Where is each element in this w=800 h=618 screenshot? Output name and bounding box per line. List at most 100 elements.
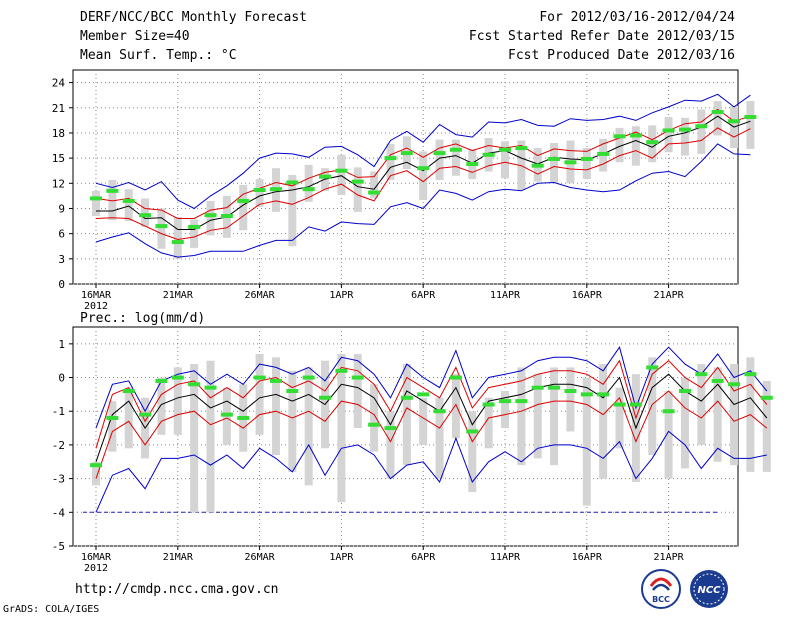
temp-median-marker: [384, 156, 397, 161]
prec-median-marker: [564, 389, 577, 394]
temp-median-marker: [499, 147, 511, 152]
prec-median-marker: [695, 372, 708, 377]
temp-ytick-label: 9: [58, 202, 65, 215]
temp-spread-box: [631, 126, 640, 166]
temp-spread-box: [713, 101, 722, 136]
member-size: Member Size=40: [80, 29, 190, 44]
temp-ytick-label: 3: [58, 253, 65, 266]
prec-median-marker: [515, 399, 528, 404]
temp-spread-box: [386, 143, 395, 180]
temp-median-marker: [171, 240, 184, 245]
prec-spread-box: [697, 364, 706, 445]
temp-spread-box: [353, 167, 362, 212]
prec-spread-box: [730, 364, 739, 466]
temp-spread-box: [206, 200, 215, 236]
prec-spread-box: [92, 461, 100, 486]
prec-spread-box: [124, 387, 133, 449]
temp-median-marker: [646, 140, 659, 145]
prec-spread-box: [533, 374, 542, 459]
temp-median-marker: [564, 160, 577, 165]
prec-median-marker: [302, 375, 315, 380]
temp-median-marker: [433, 151, 446, 156]
prec-xaxis-year: 2012: [84, 563, 108, 574]
prec-ytick-label: 0: [58, 372, 65, 385]
prec-median-marker: [499, 399, 511, 404]
prec-median-marker: [269, 378, 282, 383]
temp-spread-box: [419, 151, 428, 201]
prec-spread-box: [255, 353, 264, 435]
temp-xaxis-year: 2012: [84, 301, 108, 312]
temp-spread-box: [615, 127, 624, 163]
bcc-logo: BCC: [641, 569, 681, 609]
temp-spread-box: [746, 101, 755, 149]
temp-spread-box: [173, 216, 182, 259]
temp-median-marker: [351, 179, 364, 184]
temp-median-marker: [335, 168, 348, 173]
prec-lower-spread-line: [95, 390, 768, 479]
temp-median-marker: [515, 146, 528, 151]
temp-ytick-label: 15: [52, 152, 65, 165]
temp-median-marker: [90, 196, 102, 201]
temp-median-marker: [662, 128, 675, 133]
temp-frame: [72, 69, 739, 285]
temp-median-marker: [629, 133, 642, 138]
prec-spread-box: [550, 367, 559, 466]
prec-spread-box: [173, 367, 182, 435]
prec-median-marker: [744, 372, 757, 377]
temp-median-marker: [597, 151, 610, 156]
temp-lower-spread-line: [95, 127, 751, 241]
temp-spread-box: [255, 179, 264, 207]
prec-spread-box: [468, 411, 477, 493]
temp-ytick-label: 24: [52, 77, 66, 90]
prec-xtick-label: 16MAR: [81, 552, 112, 563]
prec-xtick-label: 21MAR: [163, 552, 194, 563]
temp-median-marker: [728, 119, 741, 124]
source-url[interactable]: http://cmdp.ncc.cma.gov.cn: [75, 582, 279, 597]
prec-median-marker: [613, 402, 626, 407]
temp-spread-box: [141, 198, 150, 227]
prec-median-marker: [711, 378, 724, 383]
temp-median-marker: [449, 147, 462, 152]
temp-spread-box: [108, 179, 117, 221]
temp-spread-box: [157, 208, 166, 249]
svg-text:NCC: NCC: [697, 585, 721, 596]
temp-ensemble-mean-line: [96, 115, 751, 230]
prec-median-marker: [220, 412, 233, 417]
produced-date: Fcst Produced Date 2012/03/16: [508, 48, 735, 63]
prec-median-marker: [171, 375, 184, 380]
temp-median-marker: [188, 224, 201, 229]
temp-median-marker: [417, 166, 430, 171]
prec-median-marker: [531, 385, 544, 390]
temp-ytick-label: 6: [58, 228, 65, 241]
temp-median-marker: [253, 188, 266, 193]
temp-xtick-label: 11APR: [490, 290, 521, 301]
prec-median-marker: [629, 402, 642, 407]
temp-median-marker: [220, 214, 233, 219]
temp-spread-box: [124, 189, 133, 222]
prec-xtick-label: 11APR: [490, 552, 521, 563]
temp-spread-box: [239, 184, 248, 231]
temp-spread-box: [697, 109, 706, 154]
temp-xtick-label: 6APR: [411, 290, 436, 301]
prec-spread-box: [108, 401, 117, 452]
temp-xtick-label: 16APR: [572, 290, 603, 301]
ncc-logo: NCC: [690, 570, 728, 608]
prec-median-marker: [433, 409, 446, 414]
temp-median-marker: [482, 152, 495, 157]
temp-median-marker: [155, 224, 168, 229]
prec-upper-spread-line: [95, 359, 768, 449]
prec-median-marker: [548, 385, 561, 390]
prec-spread-box: [762, 380, 771, 472]
precip-title: Prec.: log(mm/d): [80, 311, 205, 326]
prec-median-marker: [319, 395, 332, 400]
prec-spread-box: [582, 377, 591, 506]
temp-ytick-label: 21: [52, 102, 65, 115]
temp-median-marker: [678, 127, 691, 132]
prec-ytick-label: -4: [52, 506, 66, 519]
prec-spread-box: [566, 367, 575, 432]
prec-median-marker: [728, 382, 741, 387]
prec-spread-box: [517, 367, 526, 466]
start-date: Fcst Started Refer Date 2012/03/15: [468, 29, 735, 44]
temp-median-marker: [302, 187, 315, 192]
temp-median-marker: [122, 198, 135, 203]
